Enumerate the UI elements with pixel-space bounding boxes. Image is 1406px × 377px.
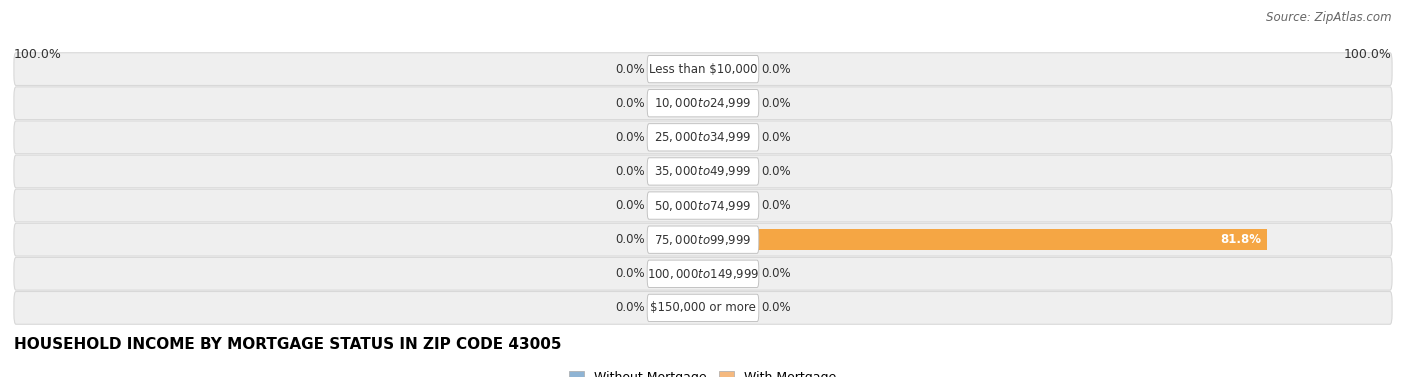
Text: $25,000 to $34,999: $25,000 to $34,999 <box>654 130 752 144</box>
FancyBboxPatch shape <box>14 53 1392 86</box>
Text: 0.0%: 0.0% <box>761 131 790 144</box>
Text: 0.0%: 0.0% <box>616 301 645 314</box>
Text: 100.0%: 100.0% <box>14 48 62 61</box>
Bar <box>648 161 703 182</box>
Bar <box>703 195 758 216</box>
Legend: Without Mortgage, With Mortgage: Without Mortgage, With Mortgage <box>564 366 842 377</box>
Text: 0.0%: 0.0% <box>761 63 790 76</box>
Text: 0.0%: 0.0% <box>616 97 645 110</box>
FancyBboxPatch shape <box>647 55 759 83</box>
Bar <box>648 230 703 250</box>
Bar <box>703 93 758 113</box>
Text: 0.0%: 0.0% <box>616 267 645 280</box>
Text: $100,000 to $149,999: $100,000 to $149,999 <box>647 267 759 281</box>
Bar <box>703 127 758 147</box>
FancyBboxPatch shape <box>14 291 1392 324</box>
Bar <box>648 127 703 147</box>
FancyBboxPatch shape <box>14 223 1392 256</box>
FancyBboxPatch shape <box>647 226 759 253</box>
FancyBboxPatch shape <box>14 87 1392 120</box>
Text: 81.8%: 81.8% <box>1220 233 1261 246</box>
Bar <box>648 93 703 113</box>
Bar <box>648 264 703 284</box>
Text: 0.0%: 0.0% <box>616 165 645 178</box>
Bar <box>703 298 758 318</box>
Text: 0.0%: 0.0% <box>761 267 790 280</box>
FancyBboxPatch shape <box>647 294 759 322</box>
Text: $150,000 or more: $150,000 or more <box>650 301 756 314</box>
Text: $35,000 to $49,999: $35,000 to $49,999 <box>654 164 752 178</box>
Text: $75,000 to $99,999: $75,000 to $99,999 <box>654 233 752 247</box>
Bar <box>703 264 758 284</box>
Text: Source: ZipAtlas.com: Source: ZipAtlas.com <box>1267 11 1392 24</box>
Text: 0.0%: 0.0% <box>616 63 645 76</box>
Text: HOUSEHOLD INCOME BY MORTGAGE STATUS IN ZIP CODE 43005: HOUSEHOLD INCOME BY MORTGAGE STATUS IN Z… <box>14 337 561 352</box>
Text: 0.0%: 0.0% <box>616 233 645 246</box>
FancyBboxPatch shape <box>14 257 1392 290</box>
Bar <box>648 298 703 318</box>
Text: Less than $10,000: Less than $10,000 <box>648 63 758 76</box>
Text: 0.0%: 0.0% <box>761 199 790 212</box>
Text: $10,000 to $24,999: $10,000 to $24,999 <box>654 96 752 110</box>
Text: 0.0%: 0.0% <box>761 97 790 110</box>
FancyBboxPatch shape <box>14 155 1392 188</box>
Text: 100.0%: 100.0% <box>1344 48 1392 61</box>
Bar <box>648 59 703 79</box>
Text: 0.0%: 0.0% <box>761 165 790 178</box>
Bar <box>703 59 758 79</box>
FancyBboxPatch shape <box>647 260 759 287</box>
FancyBboxPatch shape <box>647 158 759 185</box>
Bar <box>648 195 703 216</box>
Bar <box>703 161 758 182</box>
FancyBboxPatch shape <box>647 192 759 219</box>
Text: $50,000 to $74,999: $50,000 to $74,999 <box>654 199 752 213</box>
Text: 0.0%: 0.0% <box>616 199 645 212</box>
Text: 0.0%: 0.0% <box>761 301 790 314</box>
FancyBboxPatch shape <box>647 124 759 151</box>
Text: 0.0%: 0.0% <box>616 131 645 144</box>
FancyBboxPatch shape <box>14 121 1392 154</box>
FancyBboxPatch shape <box>14 189 1392 222</box>
FancyBboxPatch shape <box>647 90 759 117</box>
Bar <box>703 230 1267 250</box>
